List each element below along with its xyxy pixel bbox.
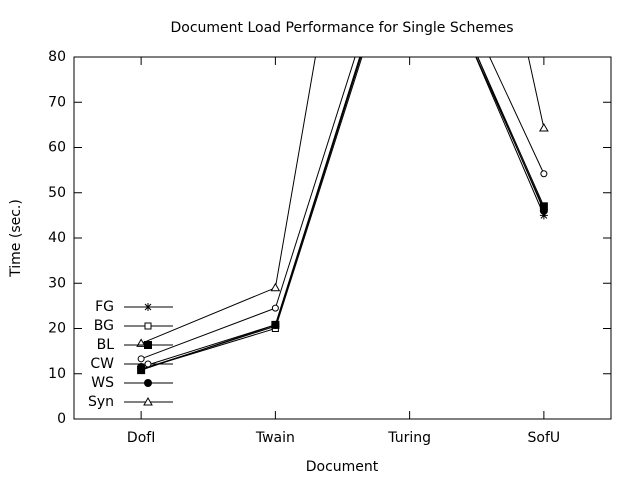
legend-label: CW: [90, 356, 114, 372]
y-tick-label: 20: [48, 321, 66, 337]
y-tick-label: 0: [57, 411, 66, 427]
legend-marker: [144, 303, 152, 311]
legend-marker: [144, 341, 152, 349]
legend-label: FG: [95, 299, 114, 315]
x-axis-label: Document: [306, 459, 379, 475]
legend-label: Syn: [88, 394, 114, 410]
y-tick-label: 70: [48, 94, 66, 110]
data-point: [270, 282, 281, 292]
x-tick-label: Twain: [255, 430, 295, 446]
chart-title: Document Load Performance for Single Sch…: [171, 20, 514, 36]
plot-area: [136, 57, 549, 375]
legend-label: BG: [94, 318, 114, 334]
legend-label: BL: [97, 337, 115, 353]
y-tick-label: 40: [48, 230, 66, 246]
data-point: [539, 206, 548, 215]
data-point: [539, 211, 548, 220]
series-line: [140, 57, 545, 370]
y-tick-label: 50: [48, 185, 66, 201]
series-line: [140, 57, 545, 360]
legend-label: WS: [91, 375, 114, 391]
y-tick-label: 10: [48, 366, 66, 382]
x-tick-label: Turing: [387, 430, 431, 446]
data-point: [137, 362, 146, 371]
x-tick-label: SofU: [528, 430, 561, 446]
series-line: [140, 57, 545, 368]
legend-marker: [143, 396, 153, 406]
legend-marker: [144, 360, 152, 368]
y-tick-label: 60: [48, 140, 66, 156]
legend-marker: [144, 379, 152, 387]
data-point: [539, 123, 549, 132]
series-line: [140, 57, 545, 371]
legend-marker: [144, 322, 152, 330]
data-point: [540, 170, 548, 178]
data-point: [137, 355, 145, 363]
data-point: [271, 304, 279, 312]
series-line: [140, 57, 545, 344]
y-tick-label: 80: [48, 49, 66, 65]
series-line: [140, 57, 545, 370]
x-tick-label: DofI: [127, 430, 155, 446]
y-axis-label: Time (sec.): [8, 199, 24, 278]
y-tick-label: 30: [48, 275, 66, 291]
data-point: [271, 320, 280, 329]
